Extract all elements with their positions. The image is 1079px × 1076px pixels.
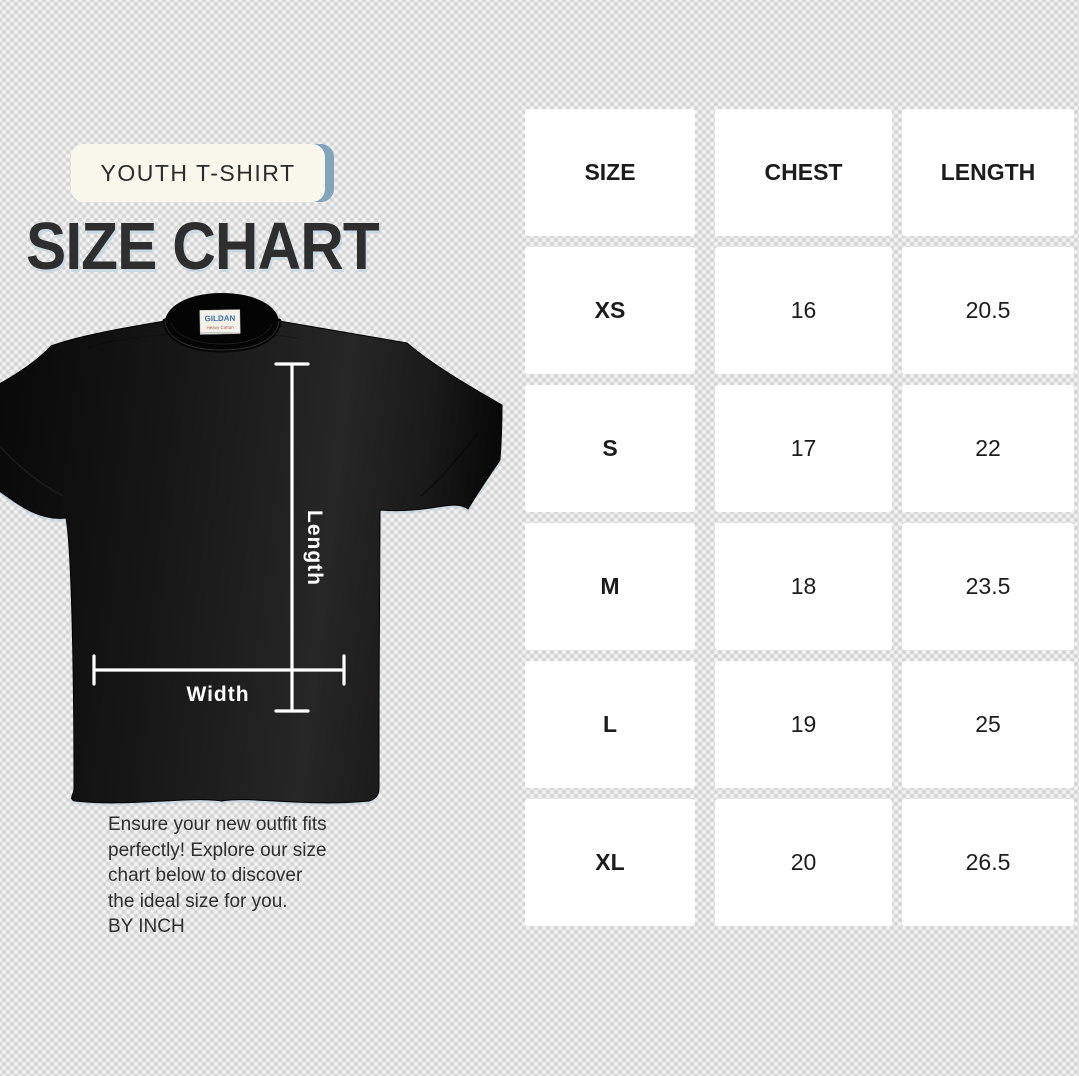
svg-text:GILDAN: GILDAN [205,314,236,324]
svg-text:Width: Width [186,683,249,706]
svg-text:Heavy Cotton: Heavy Cotton [206,325,234,330]
svg-text:Length: Length [303,510,326,586]
